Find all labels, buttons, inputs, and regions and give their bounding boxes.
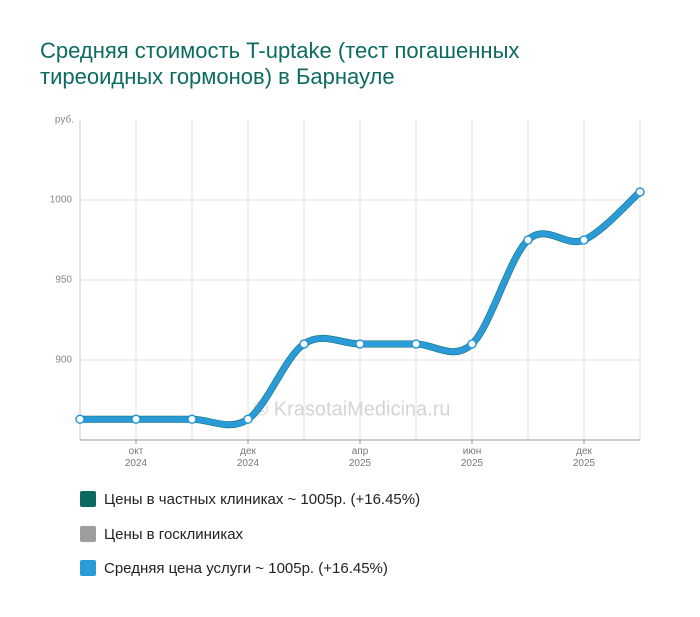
series-line (77, 189, 643, 428)
legend-label: Цены в госклиниках (104, 525, 244, 543)
data-point (411, 339, 421, 349)
data-point (355, 339, 365, 349)
legend-item: Цены в госклиниках (80, 525, 244, 544)
legend-label: Цены в частных клиниках ~ 1005р. (+16.45… (104, 491, 421, 508)
data-point (523, 235, 533, 245)
data-point (299, 339, 309, 349)
y-tick-label: 950 (55, 275, 72, 286)
legend-item: Цены в частных клиниках ~ 1005р. (+16.45… (80, 491, 420, 509)
data-point (467, 339, 477, 349)
chart-title: Средняя стоимость T-uptake (тест погашен… (40, 38, 520, 63)
x-tick-label: апр 2025 (348, 446, 372, 469)
chart-title: тиреоидных гормонов) в Барнауле (40, 64, 395, 89)
data-point (131, 414, 141, 424)
watermark: © KrasotaiMedicina.ru (253, 398, 450, 420)
y-unit: руб. (55, 114, 74, 126)
data-point (635, 187, 645, 197)
data-point (75, 414, 85, 424)
y-tick-label: 1000 (50, 195, 73, 206)
y-tick-label: 900 (55, 355, 72, 366)
x-tick-label: июн 2025 (460, 446, 484, 469)
legend-item: Средняя цена услуги ~ 1005р. (+16.45%) (80, 560, 388, 578)
x-tick-label: дек 2025 (572, 446, 596, 469)
data-point (187, 414, 197, 424)
grid (79, 120, 641, 444)
data-point (579, 235, 589, 245)
legend-swatch (80, 491, 96, 507)
legend-swatch (80, 525, 96, 542)
legend-label: Средняя цена услуги ~ 1005р. (+16.45%) (104, 560, 388, 577)
data-point (243, 414, 253, 424)
legend-swatch (80, 560, 96, 576)
x-tick-label: окт 2024 (124, 446, 148, 469)
x-tick-label: дек 2024 (236, 446, 260, 469)
